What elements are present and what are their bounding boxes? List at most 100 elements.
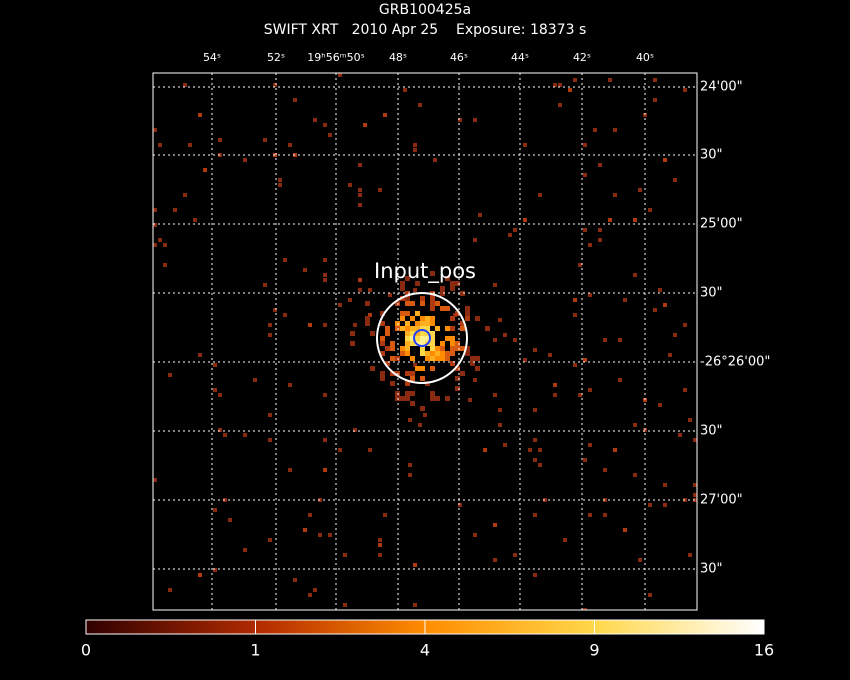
pixel [323, 323, 327, 327]
pixel [608, 218, 612, 222]
pixel [308, 323, 312, 327]
pixel [408, 463, 412, 467]
pixel [470, 361, 475, 366]
pixel [425, 316, 430, 321]
pixel [403, 88, 407, 92]
pixel [450, 351, 455, 356]
pixel [588, 513, 592, 517]
pixel [390, 381, 395, 386]
pixel [413, 563, 417, 567]
pixel [440, 306, 445, 311]
pixel [533, 348, 537, 352]
pixel [475, 366, 480, 371]
pixel [323, 438, 327, 442]
pixel [380, 341, 385, 346]
pixel [405, 351, 410, 356]
pixel [473, 238, 477, 242]
pixel [563, 538, 567, 542]
pixel [663, 483, 667, 487]
pixel [598, 228, 602, 232]
pixel [450, 346, 455, 351]
pixel [293, 578, 297, 582]
pixel [358, 278, 362, 282]
pixel [450, 286, 455, 291]
dec-label: 30" [700, 286, 723, 301]
pixel [688, 553, 692, 557]
pixel [633, 218, 637, 222]
pixel [410, 316, 415, 321]
pixel [583, 143, 587, 147]
dec-label: -26°26'00" [700, 355, 770, 370]
pixel [323, 123, 327, 127]
pixel [533, 438, 537, 442]
colorbar-label: 1 [250, 641, 260, 660]
pixel [268, 323, 272, 327]
pixel [583, 458, 587, 462]
pixel [410, 341, 415, 346]
pixel [203, 168, 207, 172]
pixel [228, 518, 232, 522]
pixel [513, 553, 517, 557]
pixel [513, 338, 517, 342]
pixel [658, 403, 662, 407]
pixel [313, 118, 317, 122]
pixel [410, 401, 415, 406]
pixel [358, 163, 362, 167]
pixel [380, 376, 385, 381]
pixel [198, 573, 202, 577]
pixel [648, 593, 652, 597]
pixel [613, 193, 617, 197]
pixel [408, 473, 412, 477]
pixel [353, 323, 357, 327]
pixel [693, 493, 697, 497]
pixel [218, 138, 222, 142]
pixel [473, 118, 477, 122]
pixel [198, 113, 202, 117]
dec-label: 30" [700, 424, 723, 439]
pixel [418, 423, 422, 427]
pixel [343, 603, 347, 607]
pixel [365, 301, 370, 306]
pixel [533, 458, 537, 462]
pixel [440, 291, 445, 296]
pixel [383, 513, 387, 517]
pixel [405, 326, 410, 331]
pixel [183, 83, 187, 87]
pixel [268, 413, 272, 417]
pixel [603, 338, 607, 342]
pixel [608, 78, 612, 82]
pixel [213, 508, 217, 512]
pixel [648, 208, 652, 212]
pixel [425, 336, 430, 341]
pixel [338, 448, 342, 452]
pixel [243, 548, 247, 552]
pixel [223, 433, 227, 437]
pixel [493, 283, 497, 287]
title: GRB100425a [379, 2, 471, 18]
pixel [213, 568, 217, 572]
pixel [693, 483, 697, 487]
pixel [450, 281, 455, 286]
pixel [425, 326, 430, 331]
pixel [573, 78, 577, 82]
pixel [588, 293, 592, 297]
pixel [460, 326, 465, 331]
pixel [420, 316, 425, 321]
pixel [213, 363, 217, 367]
pixel [410, 336, 415, 341]
pixel [513, 228, 517, 232]
pixel [440, 286, 445, 291]
pixel [538, 448, 542, 452]
pixel [400, 286, 405, 291]
pixel [633, 423, 637, 427]
pixel [350, 341, 355, 346]
pixel [455, 386, 460, 391]
pixel [485, 326, 490, 331]
pixel [465, 351, 470, 356]
pixel [445, 306, 450, 311]
pixel [390, 346, 395, 351]
pixel [348, 298, 352, 302]
pixel [623, 298, 627, 302]
pixel [473, 378, 477, 382]
